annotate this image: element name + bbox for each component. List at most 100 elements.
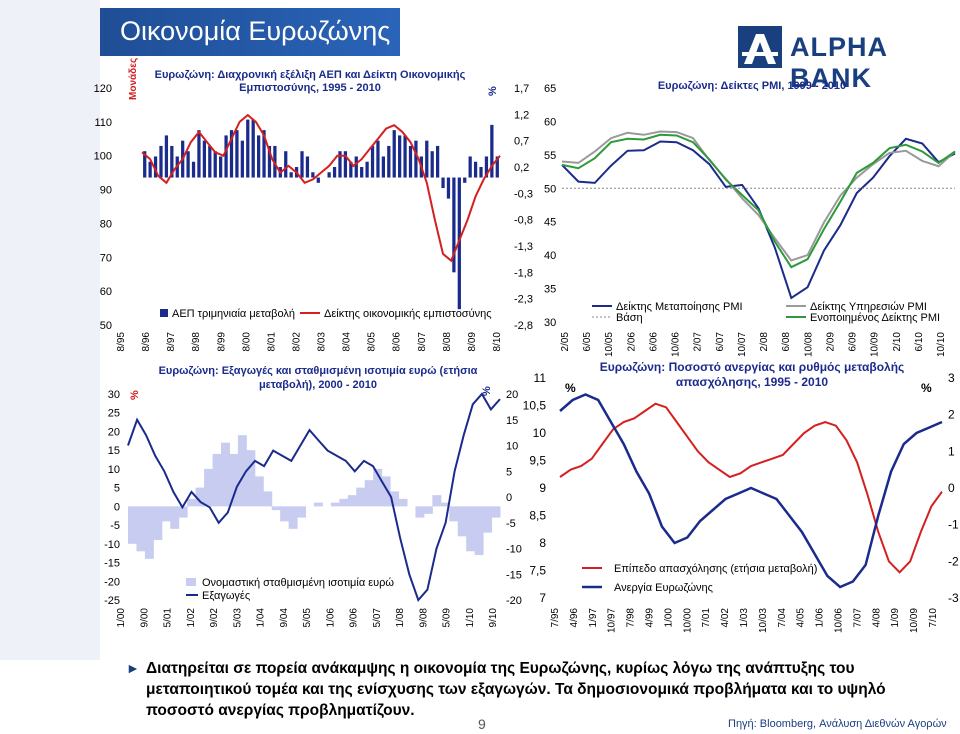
gdp-bar — [316, 177, 320, 183]
gdp-bar — [430, 151, 434, 178]
neer-bar — [483, 506, 493, 533]
pmi-x-tick: 2/08 — [759, 332, 770, 352]
labour-x-tick: 7/01 — [701, 608, 712, 628]
gdp-bar — [305, 156, 310, 178]
gdp-right-axis: 1,7 1,2 0,7 0,2 -0,3 -0,8 -1,3 -1,8 -2,3 -2,8 — [514, 83, 533, 332]
neer-bar — [474, 506, 484, 556]
pmi-x-tick: 6/10 — [914, 332, 925, 352]
gdp-x-tick: 8/02 — [291, 332, 302, 352]
labour-left-unit: % — [565, 381, 576, 395]
labour-right-tick: -1 — [948, 518, 959, 532]
page-title: Οικονομία Ευρωζώνης — [120, 16, 391, 46]
exports-left-tick: 25 — [108, 408, 120, 420]
exports-x-tick: 9/06 — [349, 608, 360, 628]
labour-x-tick: 10/06 — [834, 608, 845, 633]
gdp-right-tick: 1,2 — [514, 109, 529, 121]
pmi-x-tick: 10/05 — [604, 332, 615, 357]
neer-bar — [195, 487, 205, 507]
neer-bar — [440, 502, 450, 507]
gdp-bar — [392, 130, 396, 178]
neer-bar — [432, 495, 442, 507]
gdp-right-tick: 1,7 — [514, 83, 529, 95]
gdp-bar — [403, 135, 407, 178]
gdp-right-tick: -1,3 — [514, 241, 533, 253]
exports-chart: Ευρωζώνη: Εξαγωγές και σταθμισμένη ισοτι… — [104, 365, 522, 627]
gdp-right-tick: 0,2 — [514, 162, 529, 174]
neer-bar — [288, 506, 298, 529]
labour-x-tick: 1/09 — [890, 608, 901, 628]
neer-bar — [221, 442, 230, 507]
gdp-bar — [435, 145, 440, 178]
gdp-bar — [267, 145, 272, 178]
pmi-y-tick: 45 — [544, 217, 556, 229]
exports-left-tick: 5 — [114, 483, 120, 495]
labour-chart-title: Ευρωζώνη: Ποσοστό ανεργίας και ρυθμός με… — [600, 360, 905, 374]
exports-right-unit: % — [481, 386, 493, 396]
pmi-y-tick: 50 — [544, 183, 556, 195]
gdp-bar — [349, 161, 353, 178]
gdp-x-tick: 8/07 — [417, 332, 428, 352]
neer-bar — [280, 506, 290, 522]
gdp-right-unit: % — [487, 86, 499, 96]
gdp-left-tick: 110 — [94, 117, 112, 129]
exports-x-tick: 9/04 — [279, 608, 290, 628]
gdp-chart-title-line2: Εμπιστοσύνης, 1995 - 2010 — [239, 82, 381, 94]
neer-bar — [144, 506, 154, 559]
labour-x-tick: 4/96 — [569, 608, 580, 628]
exports-x-tick: 9/10 — [488, 608, 499, 628]
legend-neer-label: Ονομαστική σταθμισμένη ισοτιμία ευρώ — [202, 577, 394, 589]
labour-x-tick: 1/06 — [815, 608, 826, 628]
esi-line — [141, 113, 501, 263]
labour-right-axis: 3 2 1 0 -1 -2 -3 — [948, 371, 959, 605]
exports-left-tick: -5 — [110, 520, 120, 532]
gdp-bar — [219, 156, 223, 178]
pmi-x-tick: 10/09 — [870, 332, 881, 357]
pmi-composite-line — [561, 133, 956, 269]
legend-base-label: Βάση — [616, 312, 643, 324]
pmi-x-tick: 10/06 — [671, 332, 682, 357]
pmi-x-tick: 6/08 — [781, 332, 792, 352]
gdp-bar — [197, 130, 201, 178]
page-number: 9 — [478, 716, 486, 732]
neer-bar — [254, 476, 264, 507]
gdp-bar — [343, 151, 348, 178]
legend-employment-label: Επίπεδο απασχόλησης (ετήσια μεταβολή) — [614, 563, 817, 575]
pmi-chart-title: Ευρωζώνη: Δείκτες PMI, 1999 - 2010 — [658, 80, 846, 92]
gdp-bar — [229, 130, 234, 178]
gdp-left-tick: 120 — [94, 83, 112, 95]
title-banner — [100, 8, 400, 56]
legend-gdp-swatch — [160, 309, 168, 317]
gdp-x-tick: 8/10 — [492, 332, 503, 352]
gdp-bar — [468, 156, 472, 178]
pmi-y-tick: 40 — [544, 250, 556, 262]
exports-left-tick: 30 — [108, 389, 120, 401]
pmi-y-axis: 65 60 55 50 45 40 35 30 — [544, 83, 556, 329]
pmi-chart: Ευρωζώνη: Δείκτες PMI, 1999 - 2010 65 60 5… — [544, 80, 956, 357]
gdp-right-tick: -1,8 — [514, 267, 533, 279]
gdp-x-tick: 8/99 — [216, 332, 227, 352]
pmi-lines — [561, 130, 956, 300]
pmi-manufacturing-line — [561, 137, 956, 300]
gdp-bar — [490, 124, 494, 178]
gdp-bar — [360, 167, 364, 178]
pmi-x-tick: 6/05 — [582, 332, 593, 352]
gdp-x-tick: 8/06 — [392, 332, 403, 352]
exports-x-tick: 5/09 — [442, 608, 453, 628]
exports-x-tick: 5/05 — [302, 608, 313, 628]
labour-x-tick: 10/09 — [909, 608, 920, 633]
employment-line — [559, 402, 943, 574]
exports-right-tick: 20 — [506, 389, 518, 401]
gdp-left-tick: 70 — [100, 252, 112, 264]
gdp-bar — [153, 156, 158, 178]
labour-x-tick: 10/00 — [682, 608, 693, 633]
pmi-y-tick: 30 — [544, 317, 556, 329]
neer-bar — [398, 498, 408, 507]
exports-left-tick: 10 — [108, 464, 120, 476]
exports-x-tick: 5/07 — [372, 608, 383, 628]
exports-left-tick: 15 — [108, 445, 120, 457]
neer-bar — [263, 491, 273, 507]
exports-chart-title-line2: μεταβολή), 2000 - 2010 — [259, 379, 377, 391]
gdp-bar — [370, 145, 375, 178]
pmi-x-tick: 6/07 — [715, 332, 726, 352]
gdp-bar — [300, 151, 304, 178]
